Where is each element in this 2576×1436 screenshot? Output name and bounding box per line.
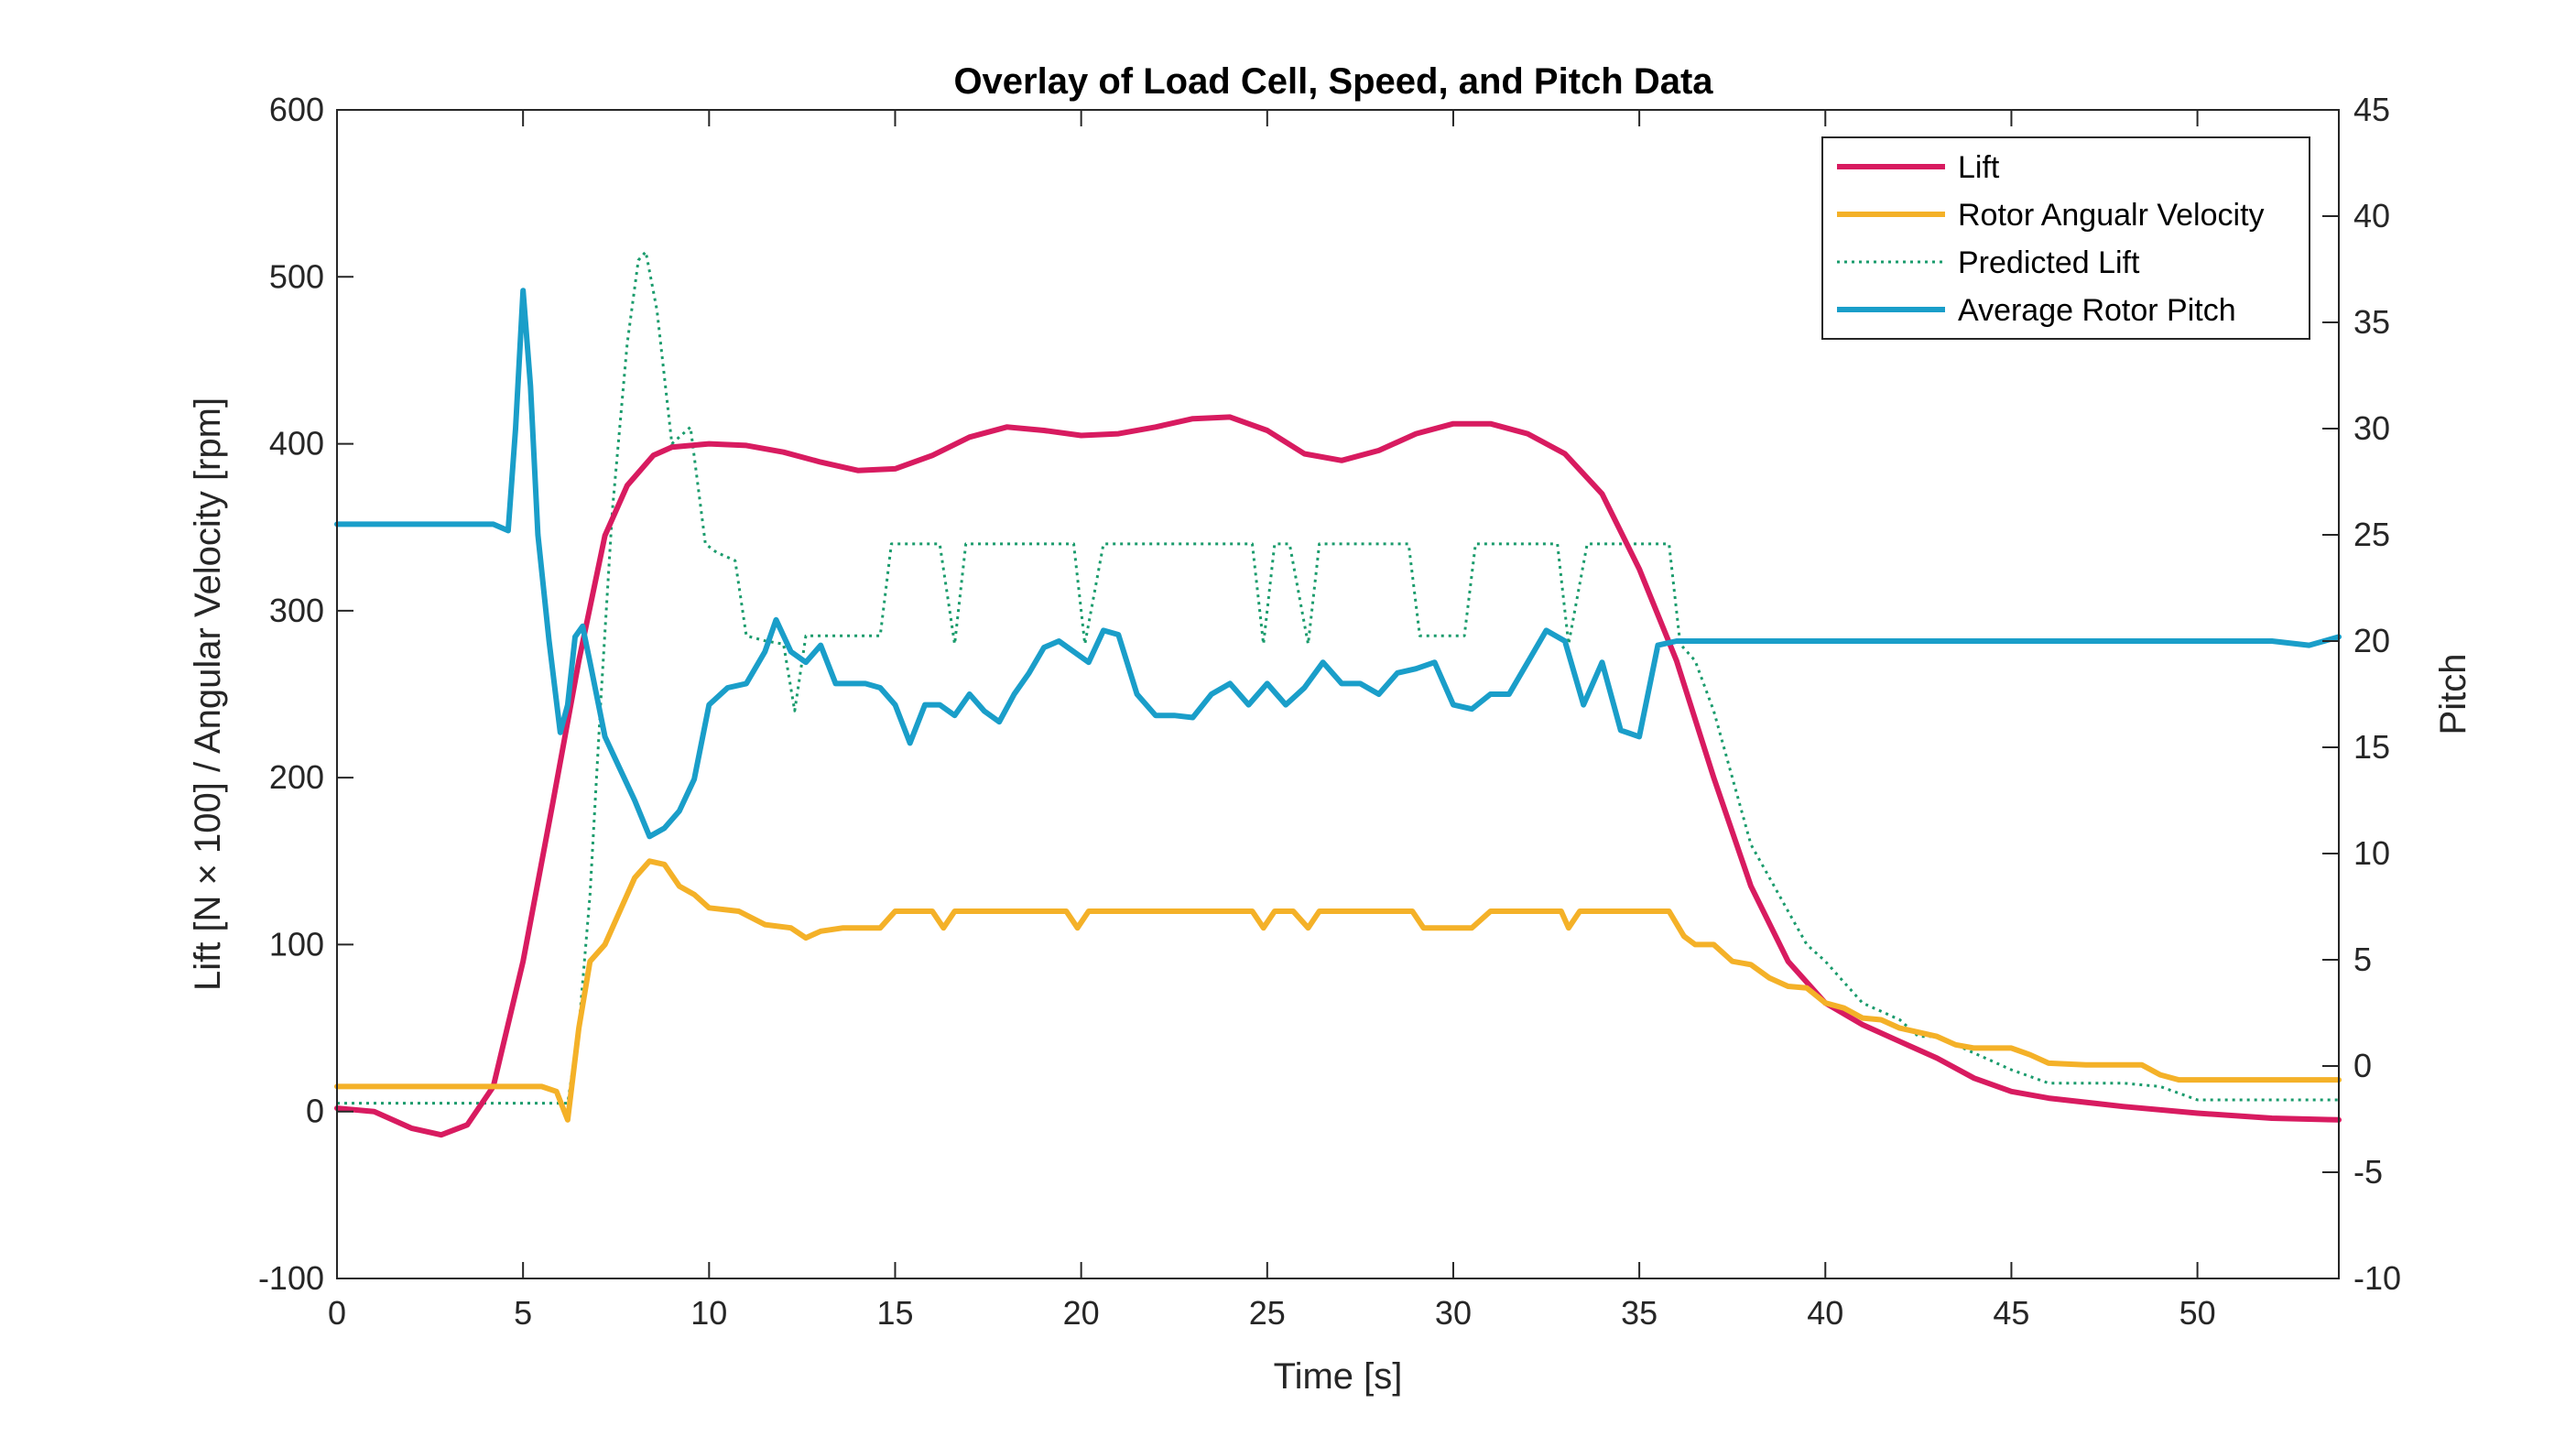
x-tick-label: 50 [2179,1294,2216,1332]
y-axis-left-label: Lift [N × 100] / Angular Velocity [rpm] [188,397,228,991]
axes-box [336,109,2340,1279]
y-left-tick-label: 600 [269,91,324,128]
x-tick-label: 5 [514,1294,532,1332]
x-tick-label: 45 [1993,1294,2029,1332]
y-right-tick-label: 15 [2353,728,2390,766]
legend-label: Lift [1958,150,2000,185]
y-axis-left: -100 0 100 200 300 400 500 600 [258,91,353,1297]
x-axis: 0 5 10 15 20 25 30 35 40 45 50 [328,110,2216,1332]
x-tick-label: 30 [1435,1294,1472,1332]
series-line-predicted-lift [337,250,2339,1105]
y-right-tick-label: 5 [2353,941,2372,978]
x-tick-label: 40 [1807,1294,1843,1332]
y-right-tick-label: 25 [2353,516,2390,553]
series-line-rotor-angualr-velocity [334,858,2342,1123]
y-right-tick-label: 0 [2353,1047,2372,1084]
y-right-tick-label: 45 [2353,91,2390,128]
y-left-tick-label: 0 [306,1093,324,1130]
plot-lines [334,250,2342,1138]
series-line-lift [334,414,2342,1138]
x-tick-label: 20 [1063,1294,1100,1332]
y-left-tick-label: 400 [269,425,324,462]
legend-label: Rotor Angualr Velocity [1958,198,2265,233]
series-line-average-rotor-pitch [334,288,2342,840]
legend-label: Average Rotor Pitch [1958,293,2236,328]
y-right-tick-label: 40 [2353,197,2390,234]
y-right-tick-label: 30 [2353,409,2390,447]
x-tick-label: 15 [876,1294,913,1332]
y-right-tick-label: -10 [2353,1259,2401,1297]
y-left-tick-label: 100 [269,925,324,963]
y-axis-right: -10 -5 0 5 10 15 20 25 30 35 40 45 [2322,91,2401,1297]
x-tick-label: 0 [328,1294,346,1332]
y-left-tick-label: -100 [258,1259,324,1297]
y-left-tick-label: 300 [269,592,324,629]
y-axis-right-label: Pitch [2433,654,2473,735]
legend-label: Predicted Lift [1958,245,2140,280]
x-axis-label: Time [s] [1274,1356,1403,1397]
y-left-tick-label: 200 [269,758,324,796]
y-right-tick-label: 10 [2353,834,2390,872]
x-tick-label: 35 [1621,1294,1658,1332]
chart-title: Overlay of Load Cell, Speed, and Pitch D… [953,61,1713,102]
y-left-tick-label: 500 [269,257,324,295]
legend-box [1821,136,2310,340]
y-right-tick-label: 35 [2353,303,2390,341]
x-tick-label: 25 [1249,1294,1286,1332]
x-tick-label: 10 [690,1294,727,1332]
legend: Lift Rotor Angualr Velocity Predicted Lift… [1821,136,2310,340]
y-right-tick-label: 20 [2353,622,2390,659]
y-right-tick-label: -5 [2353,1153,2383,1191]
